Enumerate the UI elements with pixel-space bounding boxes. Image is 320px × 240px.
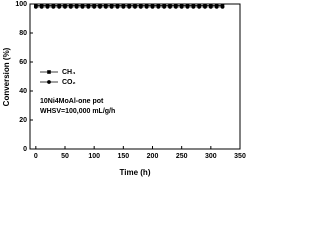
legend-label: CH₄	[62, 69, 75, 76]
y-tick-label: 40	[19, 88, 27, 95]
data-point	[203, 5, 207, 9]
x-tick-label: 0	[34, 153, 38, 160]
data-point	[68, 5, 73, 9]
data-point	[220, 5, 225, 9]
data-point	[86, 5, 91, 9]
data-point	[115, 5, 120, 9]
data-point	[98, 5, 102, 9]
annotation: 10Ni4MoAl-one pot	[40, 98, 104, 105]
data-point	[208, 5, 213, 9]
data-point	[57, 5, 62, 9]
data-point	[74, 5, 79, 9]
data-point	[197, 5, 202, 9]
legend-marker	[47, 70, 51, 74]
data-point	[51, 5, 56, 9]
y-tick-label: 0	[23, 146, 27, 153]
data-point	[156, 5, 161, 9]
x-tick-label: 200	[147, 153, 159, 160]
x-tick-label: 350	[234, 153, 246, 160]
data-point	[173, 5, 178, 9]
data-point	[45, 5, 50, 9]
plot-frame	[29, 3, 241, 150]
x-axis-label: Time (h)	[120, 168, 151, 177]
y-axis-label: Conversion (%)	[2, 47, 11, 106]
x-tick-label: 150	[117, 153, 129, 160]
x-tick-label: 300	[205, 153, 217, 160]
data-point	[127, 5, 132, 9]
data-point	[63, 5, 67, 9]
data-point	[144, 5, 149, 9]
x-tick-label: 100	[88, 153, 100, 160]
data-point	[150, 5, 155, 9]
data-point	[162, 5, 167, 9]
data-point	[214, 5, 219, 9]
x-tick-label: 50	[61, 153, 69, 160]
data-point	[191, 5, 196, 9]
data-point	[179, 5, 184, 9]
chart: Time (h) Conversion (%) 0 50 100 150 200 250 3…	[2, 1, 246, 177]
data-point	[138, 5, 143, 9]
data-point	[121, 5, 126, 9]
y-tick-label: 100	[15, 1, 27, 8]
y-tick-label: 20	[19, 117, 27, 124]
data-point	[39, 5, 44, 9]
data-point	[133, 5, 137, 9]
data-point	[185, 5, 190, 9]
y-tick-label: 80	[19, 30, 27, 37]
legend-marker	[47, 80, 51, 84]
x-tick-label: 250	[176, 153, 188, 160]
data-point	[168, 5, 172, 9]
data-point	[109, 5, 114, 9]
data-point	[80, 5, 85, 9]
legend-label: CO₂	[62, 79, 76, 86]
data-point	[103, 5, 108, 9]
data-point	[92, 5, 97, 9]
y-tick-label: 60	[19, 59, 27, 66]
data-point	[33, 5, 38, 9]
annotation: WHSV=100,000 mL/g/h	[40, 108, 115, 115]
